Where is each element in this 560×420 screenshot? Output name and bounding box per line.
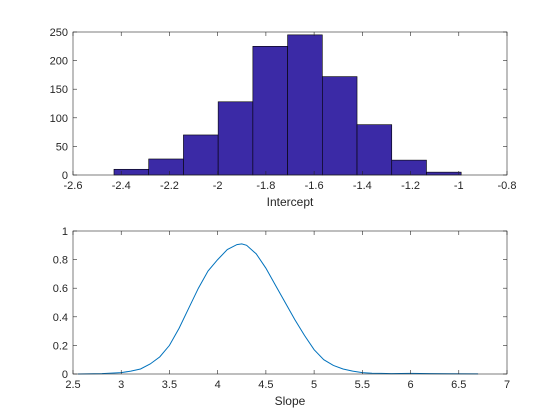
histogram-y-tick-label: 100 [50,113,68,125]
histogram-y-tick-label: 50 [56,141,68,153]
histogram-x-tick-label: -1.6 [305,180,324,192]
density-x-ticks: 2.5 3 3.5 4 4.5 5 5.5 6 6.5 7 [65,231,510,391]
histogram-bar [356,124,393,176]
histogram-x-tick-label: -1.8 [256,180,275,192]
histogram-x-tick-label: -1 [454,180,464,192]
density-y-tick-label: 0.2 [53,340,68,352]
histogram-x-tick-label: -1.4 [353,180,372,192]
density-line [77,243,479,375]
histogram-x-axis-label: Intercept [267,195,314,209]
histogram-bar [391,159,427,176]
histogram-bar [426,171,462,176]
density-x-tick-label: 3 [118,379,124,391]
density-x-tick-label: 2.5 [65,379,80,391]
histogram-bar [113,168,150,176]
density-x-tick-label: 6.5 [451,379,466,391]
histogram-bar [322,76,358,176]
density-y-tick-label: 0.4 [53,312,68,324]
density-y-tick-label: 0 [62,369,68,381]
histogram-y-tick-label: 150 [50,84,68,96]
histogram-y-tick-label: 200 [50,56,68,68]
density-plot-area [73,231,507,374]
histogram-bars [113,34,462,176]
histogram-y-tick-label: 0 [62,170,68,182]
histogram-x-tick-label: -0.8 [498,180,517,192]
histogram-bar [252,45,288,176]
histogram-bar [148,158,184,176]
density-x-tick-label: 4.5 [258,379,273,391]
histogram-bar [217,101,254,176]
density-y-tick-label: 0.6 [53,283,68,295]
histogram-bar [287,34,323,176]
density-panel: 2.5 3 3.5 4 4.5 5 5.5 6 6.5 7 0 0.2 0.4 0.6 0.8 1 Slop… [53,226,510,408]
histogram-x-ticks: -2.6 -2.4 -2.2 -2 -1.8 -1.6 -1.4 -1.2 -1 -0.8 [64,32,517,192]
histogram-x-tick-label: -2.2 [160,180,179,192]
density-x-tick-label: 3.5 [162,379,177,391]
density-y-ticks: 0 0.2 0.4 0.6 0.8 1 [53,226,507,381]
density-axes-box [72,230,508,375]
histogram-x-tick-label: -2 [213,180,223,192]
density-y-tick-label: 0.8 [53,255,68,267]
density-x-tick-label: 6 [407,379,413,391]
histogram-x-tick-label: -1.2 [401,180,420,192]
histogram-y-tick-label: 250 [50,27,68,39]
histogram-axes-box [72,31,508,176]
histogram-x-tick-label: -2.6 [64,180,83,192]
density-x-tick-label: 7 [504,379,510,391]
density-y-tick-label: 1 [62,226,68,238]
histogram-y-ticks: 0 50 100 150 200 250 [50,27,507,182]
histogram-x-tick-label: -2.4 [112,180,131,192]
histogram-bar [183,134,219,176]
density-x-tick-label: 4 [215,379,221,391]
density-x-tick-label: 5 [311,379,317,391]
density-x-axis-label: Slope [275,394,306,408]
histogram-panel: -2.6 -2.4 -2.2 -2 -1.8 -1.6 -1.4 -1.2 -1 -0.8 0 50… [50,27,517,209]
density-x-tick-label: 5.5 [355,379,370,391]
